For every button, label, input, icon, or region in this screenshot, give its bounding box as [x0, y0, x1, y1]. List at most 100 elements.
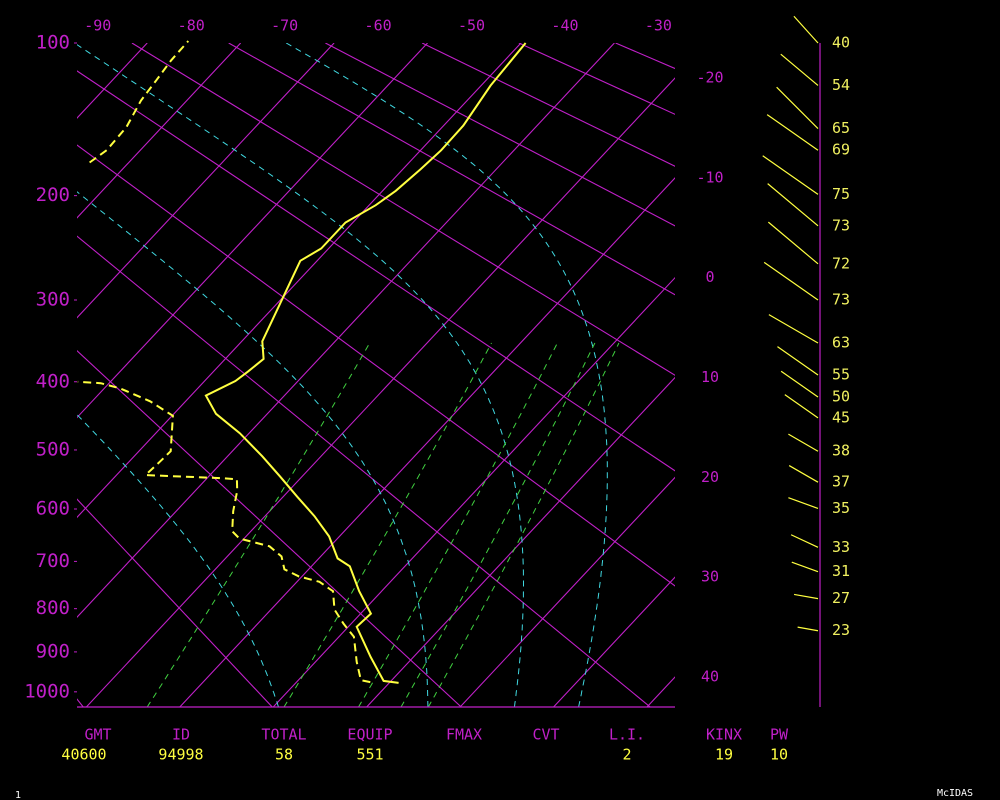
- dry-adiabat: [77, 350, 462, 707]
- index-label: ID: [172, 726, 190, 744]
- y-tick-label: 600: [36, 498, 70, 520]
- wind-speed-label: 73: [832, 291, 850, 309]
- isotherm: [77, 43, 335, 319]
- x-tick-label: 40: [701, 668, 719, 686]
- x-tick-label: -20: [696, 69, 723, 87]
- x-tick-label: -80: [178, 17, 205, 35]
- index-value: 94998: [158, 746, 203, 764]
- wind-speed-label: 50: [832, 388, 850, 406]
- dry-adiabat: [131, 43, 675, 376]
- wind-speed-label: 69: [832, 141, 850, 159]
- dewpoint-profile: [77, 40, 371, 684]
- wind-speed-label: 38: [832, 442, 850, 460]
- wind-speed-label: 37: [832, 473, 850, 491]
- wind-stick: [780, 370, 819, 398]
- index-label: FMAX: [446, 726, 482, 744]
- index-value: 40600: [61, 746, 106, 764]
- mixing-ratio: [283, 342, 492, 707]
- y-tick-label: 400: [36, 370, 70, 392]
- y-tick-label: 800: [36, 597, 70, 619]
- wind-speed-label: 65: [832, 119, 850, 137]
- mixing-ratio: [427, 342, 620, 707]
- moist-adiabat: [77, 191, 429, 707]
- mixing-ratio: [358, 342, 558, 707]
- wind-stick: [763, 261, 819, 301]
- index-label: GMT: [84, 726, 111, 744]
- temperature-profile: [204, 42, 527, 684]
- x-tick-label: -10: [696, 168, 723, 186]
- wind-stick: [762, 155, 819, 195]
- isotherm: [553, 576, 675, 707]
- wind-stick: [777, 346, 819, 376]
- moist-adiabat: [77, 413, 279, 707]
- index-value: 551: [356, 746, 383, 764]
- wind-speed-label: 35: [832, 499, 850, 517]
- dry-adiabat: [77, 235, 651, 707]
- reference-lines: [77, 43, 675, 707]
- index-label: KINX: [706, 726, 742, 744]
- y-tick-label: 300: [36, 289, 70, 311]
- index-label: L.I.: [609, 726, 645, 744]
- wind-stick: [768, 314, 819, 344]
- wind-speed-label: 55: [832, 366, 850, 384]
- frame-number: 1: [15, 790, 21, 800]
- wind-speed-label: 63: [832, 333, 850, 351]
- wind-speed-label: 72: [832, 254, 850, 272]
- wind-stick: [791, 561, 819, 573]
- isotherm: [272, 276, 675, 707]
- wind-stick: [788, 465, 819, 483]
- wind-speed-label: 33: [832, 538, 850, 556]
- y-tick-label: 200: [36, 184, 70, 206]
- isotherm: [366, 376, 675, 707]
- y-tick-label: 900: [36, 640, 70, 662]
- isotherm: [179, 177, 675, 707]
- x-tick-label: 20: [701, 468, 719, 486]
- wind-speed-label: 54: [832, 76, 850, 94]
- x-tick-label: 0: [705, 268, 714, 286]
- wind-stick: [784, 394, 819, 419]
- index-value: 58: [275, 746, 293, 764]
- wind-stick: [797, 626, 819, 632]
- y-tick-label: 100: [36, 32, 70, 54]
- wind-speed-label: 27: [832, 589, 850, 607]
- wind-stick: [790, 534, 819, 548]
- x-tick-label: -90: [84, 17, 111, 35]
- y-tick-label: 700: [36, 550, 70, 572]
- index-label: EQUIP: [347, 726, 392, 744]
- mixing-ratio: [400, 342, 596, 707]
- index-value: 2: [622, 746, 631, 764]
- dry-adiabat: [228, 43, 675, 296]
- wind-speed-label: 23: [832, 621, 850, 639]
- x-tick-label: -60: [365, 17, 392, 35]
- y-tick-label: 500: [36, 438, 70, 460]
- index-value: 19: [715, 746, 733, 764]
- wind-stick: [776, 86, 819, 130]
- wind-stick: [793, 593, 819, 600]
- dry-adiabat: [421, 43, 675, 167]
- wind-stick: [788, 497, 819, 510]
- isotherm: [77, 43, 522, 519]
- dry-adiabat: [325, 43, 675, 227]
- wind-speed-label: 40: [832, 34, 850, 52]
- index-label: PW: [770, 726, 789, 744]
- wind-stick: [766, 114, 819, 151]
- x-tick-label: -70: [271, 17, 298, 35]
- wind-stick: [767, 221, 819, 265]
- isotherm: [459, 476, 675, 707]
- isotherm: [77, 43, 615, 618]
- x-tick-label: -40: [551, 17, 578, 35]
- wind-speed-label: 45: [832, 408, 850, 426]
- x-tick-label: -30: [645, 17, 672, 35]
- dry-adiabat: [77, 70, 675, 472]
- wind-speed-label: 73: [832, 216, 850, 234]
- wind-stick: [788, 433, 819, 452]
- dry-adiabat: [77, 144, 675, 587]
- isotherm: [77, 43, 428, 419]
- index-label: TOTAL: [261, 726, 306, 744]
- wind-stick: [767, 183, 819, 227]
- index-label: CVT: [532, 726, 559, 744]
- index-value: 10: [770, 746, 788, 764]
- wind-speed-label: 75: [832, 185, 850, 203]
